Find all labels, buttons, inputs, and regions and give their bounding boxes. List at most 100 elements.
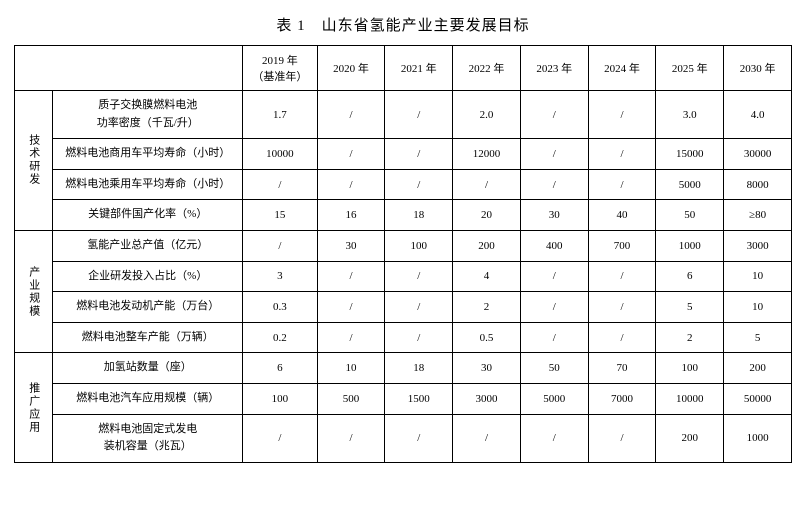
table-head: 2019 年（基准年）2020 年2021 年2022 年2023 年2024 … bbox=[15, 46, 792, 91]
row-group-label: 产业规模 bbox=[15, 230, 53, 352]
value-cell: 100 bbox=[243, 383, 318, 414]
value-cell: 10 bbox=[724, 292, 792, 323]
value-cell: 30 bbox=[520, 200, 588, 231]
value-cell: 50 bbox=[656, 200, 724, 231]
value-cell: / bbox=[520, 292, 588, 323]
value-cell: 30 bbox=[453, 353, 521, 384]
value-cell: 0.5 bbox=[453, 322, 521, 353]
value-cell: 0.2 bbox=[243, 322, 318, 353]
value-cell: / bbox=[588, 322, 656, 353]
value-cell: / bbox=[520, 169, 588, 200]
value-cell: 5000 bbox=[520, 383, 588, 414]
value-cell: / bbox=[588, 139, 656, 170]
metric-label: 关键部件国产化率（%） bbox=[53, 200, 243, 231]
value-cell: / bbox=[520, 91, 588, 139]
metric-label: 企业研发投入占比（%） bbox=[53, 261, 243, 292]
col-header: 2021 年 bbox=[385, 46, 453, 91]
value-cell: 6 bbox=[656, 261, 724, 292]
table-row: 燃料电池商用车平均寿命（小时）10000//12000//1500030000 bbox=[15, 139, 792, 170]
value-cell: 18 bbox=[385, 353, 453, 384]
table-row: 关键部件国产化率（%）15161820304050≥80 bbox=[15, 200, 792, 231]
table-row: 燃料电池固定式发电装机容量（兆瓦）//////2001000 bbox=[15, 414, 792, 462]
value-cell: 50 bbox=[520, 353, 588, 384]
value-cell: / bbox=[520, 139, 588, 170]
table-row: 燃料电池乘用车平均寿命（小时）//////50008000 bbox=[15, 169, 792, 200]
value-cell: 200 bbox=[656, 414, 724, 462]
value-cell: 0.3 bbox=[243, 292, 318, 323]
value-cell: / bbox=[385, 261, 453, 292]
value-cell: 1000 bbox=[724, 414, 792, 462]
targets-table: 2019 年（基准年）2020 年2021 年2022 年2023 年2024 … bbox=[14, 45, 792, 463]
value-cell: 6 bbox=[243, 353, 318, 384]
value-cell: / bbox=[520, 261, 588, 292]
col-header: 2020 年 bbox=[317, 46, 385, 91]
metric-label: 燃料电池固定式发电装机容量（兆瓦） bbox=[53, 414, 243, 462]
value-cell: / bbox=[243, 230, 318, 261]
value-cell: 4.0 bbox=[724, 91, 792, 139]
corner-cell bbox=[15, 46, 243, 91]
value-cell: 500 bbox=[317, 383, 385, 414]
value-cell: / bbox=[520, 414, 588, 462]
value-cell: / bbox=[520, 322, 588, 353]
col-header: 2022 年 bbox=[453, 46, 521, 91]
value-cell: 5 bbox=[724, 322, 792, 353]
value-cell: / bbox=[317, 169, 385, 200]
value-cell: / bbox=[243, 169, 318, 200]
value-cell: 15000 bbox=[656, 139, 724, 170]
table-row: 产业规模氢能产业总产值（亿元）/3010020040070010003000 bbox=[15, 230, 792, 261]
metric-label: 燃料电池整车产能（万辆） bbox=[53, 322, 243, 353]
value-cell: / bbox=[385, 414, 453, 462]
table-row: 推广应用加氢站数量（座）61018305070100200 bbox=[15, 353, 792, 384]
value-cell: 200 bbox=[724, 353, 792, 384]
value-cell: / bbox=[385, 91, 453, 139]
value-cell: 50000 bbox=[724, 383, 792, 414]
metric-label: 氢能产业总产值（亿元） bbox=[53, 230, 243, 261]
value-cell: 3.0 bbox=[656, 91, 724, 139]
metric-label: 燃料电池商用车平均寿命（小时） bbox=[53, 139, 243, 170]
value-cell: 100 bbox=[385, 230, 453, 261]
col-header: 2019 年（基准年） bbox=[243, 46, 318, 91]
value-cell: 12000 bbox=[453, 139, 521, 170]
col-header: 2023 年 bbox=[520, 46, 588, 91]
value-cell: 2 bbox=[453, 292, 521, 323]
value-cell: 100 bbox=[656, 353, 724, 384]
value-cell: / bbox=[385, 169, 453, 200]
value-cell: 5000 bbox=[656, 169, 724, 200]
value-cell: 30000 bbox=[724, 139, 792, 170]
value-cell: 10 bbox=[317, 353, 385, 384]
table-row: 燃料电池发动机产能（万台）0.3//2//510 bbox=[15, 292, 792, 323]
value-cell: 18 bbox=[385, 200, 453, 231]
value-cell: 5 bbox=[656, 292, 724, 323]
value-cell: / bbox=[385, 292, 453, 323]
value-cell: 10000 bbox=[656, 383, 724, 414]
value-cell: 1500 bbox=[385, 383, 453, 414]
value-cell: 3000 bbox=[453, 383, 521, 414]
value-cell: / bbox=[385, 139, 453, 170]
value-cell: ≥80 bbox=[724, 200, 792, 231]
value-cell: / bbox=[453, 414, 521, 462]
value-cell: / bbox=[317, 292, 385, 323]
value-cell: / bbox=[588, 169, 656, 200]
value-cell: 1000 bbox=[656, 230, 724, 261]
value-cell: 700 bbox=[588, 230, 656, 261]
value-cell: / bbox=[243, 414, 318, 462]
table-row: 技术研发质子交换膜燃料电池功率密度（千瓦/升）1.7//2.0//3.04.0 bbox=[15, 91, 792, 139]
value-cell: 2 bbox=[656, 322, 724, 353]
value-cell: 20 bbox=[453, 200, 521, 231]
value-cell: 40 bbox=[588, 200, 656, 231]
table-body: 技术研发质子交换膜燃料电池功率密度（千瓦/升）1.7//2.0//3.04.0燃… bbox=[15, 91, 792, 463]
value-cell: / bbox=[588, 414, 656, 462]
value-cell: 4 bbox=[453, 261, 521, 292]
metric-label: 加氢站数量（座） bbox=[53, 353, 243, 384]
value-cell: / bbox=[588, 261, 656, 292]
value-cell: / bbox=[317, 139, 385, 170]
value-cell: / bbox=[317, 261, 385, 292]
value-cell: / bbox=[317, 414, 385, 462]
value-cell: 2.0 bbox=[453, 91, 521, 139]
value-cell: 3000 bbox=[724, 230, 792, 261]
value-cell: 15 bbox=[243, 200, 318, 231]
table-row: 燃料电池整车产能（万辆）0.2//0.5//25 bbox=[15, 322, 792, 353]
value-cell: 70 bbox=[588, 353, 656, 384]
value-cell: 10000 bbox=[243, 139, 318, 170]
metric-label: 燃料电池发动机产能（万台） bbox=[53, 292, 243, 323]
